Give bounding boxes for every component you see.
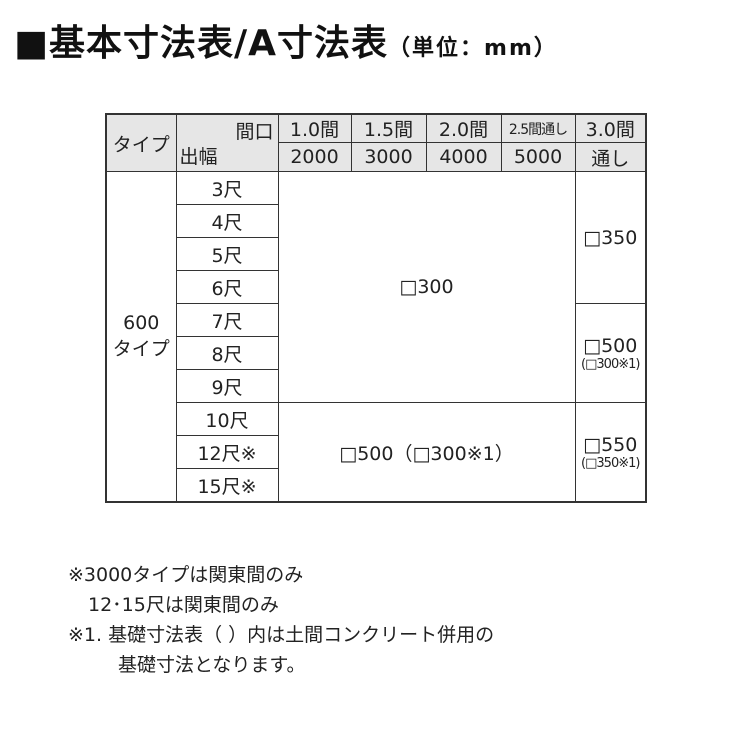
col5-b-value: □500: [583, 334, 638, 357]
row-label: 4尺: [175, 204, 279, 238]
col-header-top: 3.0間: [574, 113, 647, 143]
title-unit: （単位：mm）: [388, 36, 558, 61]
depth-label: 出幅: [179, 146, 218, 168]
row-label: 7尺: [175, 303, 279, 337]
col-header-bottom: 2000: [277, 142, 352, 172]
block-b-value: □500（□300※1）: [277, 402, 576, 503]
col-header-top: 2.0間: [425, 113, 502, 143]
note: 基礎寸法となります。: [118, 654, 306, 676]
note: ※3000タイプは関東間のみ: [68, 564, 304, 586]
col-header-bottom: 5000: [500, 142, 576, 172]
col-header-bottom: 通し: [574, 142, 647, 172]
row-label: 5尺: [175, 237, 279, 271]
col5-c-sub: (□350※1): [581, 455, 640, 471]
row-label: 10尺: [175, 402, 279, 436]
col-header-top: 1.5間: [350, 113, 427, 143]
note: 12･15尺は関東間のみ: [88, 594, 279, 616]
type-value: 600: [123, 312, 160, 334]
notes: ※3000タイプは関東間のみ 12･15尺は関東間のみ ※1. 基礎寸法表（ ）…: [68, 560, 494, 680]
row-label: 9尺: [175, 369, 279, 403]
type-value-label: タイプ: [112, 338, 170, 360]
row-label: 12尺※: [175, 435, 279, 469]
col-header-bottom: 4000: [425, 142, 502, 172]
frontage-label: 間口: [235, 121, 274, 143]
col-header-top: 2.5間通し: [500, 113, 576, 143]
type-header: タイプ: [105, 113, 177, 172]
col5-b-sub: (□300※1): [581, 356, 640, 372]
block-a-value: □300: [277, 171, 576, 403]
page-title: ■基本寸法表/A寸法表（単位：mm）: [14, 14, 558, 66]
col-header-bottom: 3000: [350, 142, 427, 172]
row-label: 6尺: [175, 270, 279, 304]
note: ※1. 基礎寸法表（ ）内は土間コンクリート併用の: [68, 624, 495, 646]
title-main: ■基本寸法表/A寸法表: [14, 23, 389, 64]
col5-a-value: □350: [574, 171, 647, 304]
col-header-top: 1.0間: [277, 113, 352, 143]
row-label: 8尺: [175, 336, 279, 370]
dimension-table: タイプ 間口 出幅 1.0間 1.5間 2.0間 2.5間通し 3.0間 200…: [105, 113, 647, 503]
col5-b-cell: □500 (□300※1): [574, 303, 647, 403]
row-label: 15尺※: [175, 468, 279, 503]
col5-c-value: □550: [583, 433, 638, 456]
diagonal-header-cell: 間口 出幅: [175, 113, 279, 172]
row-label: 3尺: [175, 171, 279, 205]
col5-c-cell: □550 (□350※1): [574, 402, 647, 503]
type-value-cell: 600 タイプ: [105, 171, 177, 503]
